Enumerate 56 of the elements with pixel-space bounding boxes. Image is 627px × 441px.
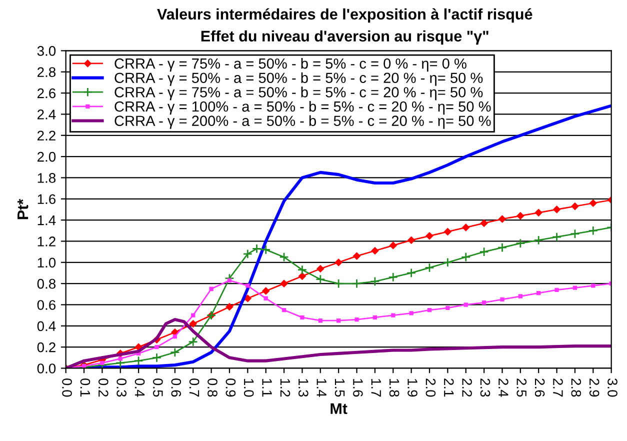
x-tick-label: 1.0 — [244, 379, 254, 397]
y-tick-label: 1.0 — [38, 258, 56, 268]
x-tick-label: 2.1 — [444, 378, 454, 397]
y-tick-label: 0.0 — [37, 364, 56, 374]
x-tick-label: 2.3 — [480, 378, 490, 397]
chart-subtitle: Effet du niveau d'aversion au risque "γ" — [201, 30, 488, 45]
x-tick-label: 0.7 — [189, 378, 200, 397]
x-tick-label: 2.4 — [498, 378, 508, 397]
y-tick-label: 0.2 — [37, 342, 56, 352]
x-tick-label: 2.9 — [589, 378, 600, 397]
x-tick-label: 0.8 — [208, 378, 218, 397]
x-tick-label: 2.5 — [516, 378, 527, 397]
x-tick-label: 0.4 — [134, 378, 145, 397]
chart-title: Valeurs intermédaires de l'exposition à l'actif risqué — [157, 8, 532, 23]
y-tick-label: 2.0 — [38, 152, 56, 162]
y-tick-label: 1.6 — [38, 194, 56, 204]
x-tick-label: 1.4 — [316, 379, 326, 397]
legend-label: CRRA - γ = 75% - a = 50% - b = 5% - c = 0 % - η= 0 % — [114, 58, 466, 72]
x-axis-title: Mt — [330, 403, 348, 414]
x-tick-label: 1.6 — [353, 379, 363, 397]
x-tick-label: 0.2 — [98, 378, 108, 397]
y-tick-label: 3.0 — [37, 46, 56, 56]
y-tick-label: 0.4 — [37, 321, 56, 332]
x-tick-label: 2.6 — [534, 378, 545, 397]
y-tick-label: 2.2 — [38, 130, 56, 140]
y-tick-label: 1.4 — [38, 216, 56, 226]
x-tick-label: 2.2 — [462, 378, 472, 397]
x-tick-label: 0.9 — [226, 378, 236, 397]
legend-label: CRRA - γ = 50% - a = 50% - b = 5% - c = 20 % - η= 50 % — [114, 72, 483, 86]
x-tick-label: 1.8 — [389, 379, 400, 397]
y-tick-label: 2.6 — [38, 88, 56, 98]
x-tick-label: 2.7 — [553, 378, 563, 397]
x-tick-label: 3.0 — [608, 378, 618, 397]
x-tick-label: 0.5 — [153, 378, 163, 397]
y-tick-label: 0.6 — [37, 300, 56, 310]
x-tick-label: 0.6 — [171, 378, 182, 397]
x-tick-label: 1.9 — [408, 379, 418, 397]
y-tick-label: 0.8 — [37, 278, 56, 289]
y-axis-title: Pt* — [18, 198, 28, 220]
x-tick-label: 2.0 — [426, 378, 436, 397]
x-tick-label: 2.8 — [571, 378, 582, 397]
x-tick-label: 0.0 — [62, 378, 72, 397]
x-tick-label: 1.7 — [371, 379, 381, 397]
x-tick-label: 0.3 — [116, 378, 126, 397]
legend-label: CRRA - γ = 200% - a = 50% - b = 5% - c = 20 % - η= 50 % — [114, 115, 491, 129]
y-tick-label: 2.8 — [38, 67, 56, 78]
y-tick-label: 2.4 — [38, 110, 56, 120]
x-tick-label: 1.1 — [262, 379, 272, 397]
legend-label: CRRA - γ = 100% - a = 50% - b = 5% - c = 20 % - η= 50 % — [114, 100, 491, 115]
x-tick-label: 0.1 — [80, 378, 90, 397]
x-tick-label: 1.5 — [334, 379, 345, 397]
y-tick-label: 1.2 — [38, 236, 56, 246]
x-tick-label: 1.3 — [298, 379, 308, 397]
x-tick-label: 1.2 — [280, 379, 290, 397]
legend-label: CRRA - γ = 75% - a = 50% - b = 5% - c = 20 % - η= 50 % — [114, 86, 483, 100]
y-tick-label: 1.8 — [38, 173, 56, 183]
